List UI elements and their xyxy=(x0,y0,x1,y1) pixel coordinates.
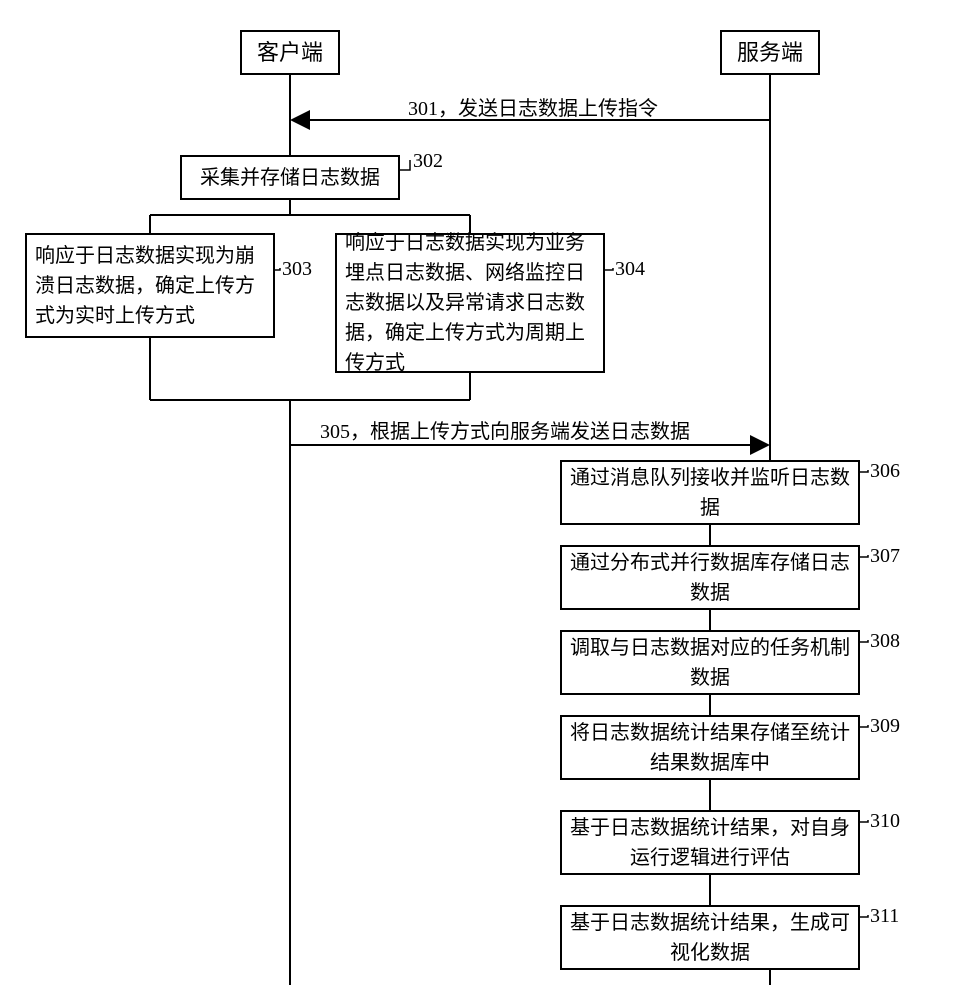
label-305: 305，根据上传方式向服务端发送日志数据 xyxy=(320,415,690,444)
label-311: 311 xyxy=(870,905,899,928)
text-304: 响应于日志数据实现为业务埋点日志数据、网络监控日志数据以及异常请求日志数据，确定… xyxy=(345,228,595,378)
text-311: 基于日志数据统计结果，生成可视化数据 xyxy=(570,908,850,968)
header-server: 服务端 xyxy=(720,30,820,75)
num-301: 301 xyxy=(408,98,438,120)
num-309: 309 xyxy=(870,715,900,737)
label-302: 302 xyxy=(413,150,443,173)
num-306: 306 xyxy=(870,460,900,482)
label-303: 303 xyxy=(282,258,312,281)
box-311: 基于日志数据统计结果，生成可视化数据 xyxy=(560,905,860,970)
text-301: 发送日志数据上传指令 xyxy=(458,98,658,120)
num-311: 311 xyxy=(870,905,899,927)
header-server-label: 服务端 xyxy=(737,36,803,69)
text-310: 基于日志数据统计结果，对自身运行逻辑进行评估 xyxy=(570,813,850,873)
text-305: 根据上传方式向服务端发送日志数据 xyxy=(370,421,690,443)
text-302: 采集并存储日志数据 xyxy=(200,163,380,193)
text-303: 响应于日志数据实现为崩溃日志数据，确定上传方式为实时上传方式 xyxy=(35,241,265,331)
label-309: 309 xyxy=(870,715,900,738)
header-client: 客户端 xyxy=(240,30,340,75)
text-306: 通过消息队列接收并监听日志数据 xyxy=(570,463,850,523)
box-308: 调取与日志数据对应的任务机制数据 xyxy=(560,630,860,695)
box-302: 采集并存储日志数据 xyxy=(180,155,400,200)
num-304: 304 xyxy=(615,258,645,280)
text-309: 将日志数据统计结果存储至统计结果数据库中 xyxy=(570,718,850,778)
box-306: 通过消息队列接收并监听日志数据 xyxy=(560,460,860,525)
box-303: 响应于日志数据实现为崩溃日志数据，确定上传方式为实时上传方式 xyxy=(25,233,275,338)
label-308: 308 xyxy=(870,630,900,653)
box-304: 响应于日志数据实现为业务埋点日志数据、网络监控日志数据以及异常请求日志数据，确定… xyxy=(335,233,605,373)
box-307: 通过分布式并行数据库存储日志数据 xyxy=(560,545,860,610)
text-307: 通过分布式并行数据库存储日志数据 xyxy=(570,548,850,608)
num-308: 308 xyxy=(870,630,900,652)
num-305: 305 xyxy=(320,421,350,443)
num-310: 310 xyxy=(870,810,900,832)
text-308: 调取与日志数据对应的任务机制数据 xyxy=(570,633,850,693)
label-306: 306 xyxy=(870,460,900,483)
box-310: 基于日志数据统计结果，对自身运行逻辑进行评估 xyxy=(560,810,860,875)
header-client-label: 客户端 xyxy=(257,36,323,69)
label-301: 301，发送日志数据上传指令 xyxy=(408,92,658,121)
num-303: 303 xyxy=(282,258,312,280)
label-307: 307 xyxy=(870,545,900,568)
label-304: 304 xyxy=(615,258,645,281)
num-307: 307 xyxy=(870,545,900,567)
sep-305: ， xyxy=(350,421,370,443)
num-302: 302 xyxy=(413,150,443,172)
label-310: 310 xyxy=(870,810,900,833)
sep-301: ， xyxy=(438,98,458,120)
box-309: 将日志数据统计结果存储至统计结果数据库中 xyxy=(560,715,860,780)
